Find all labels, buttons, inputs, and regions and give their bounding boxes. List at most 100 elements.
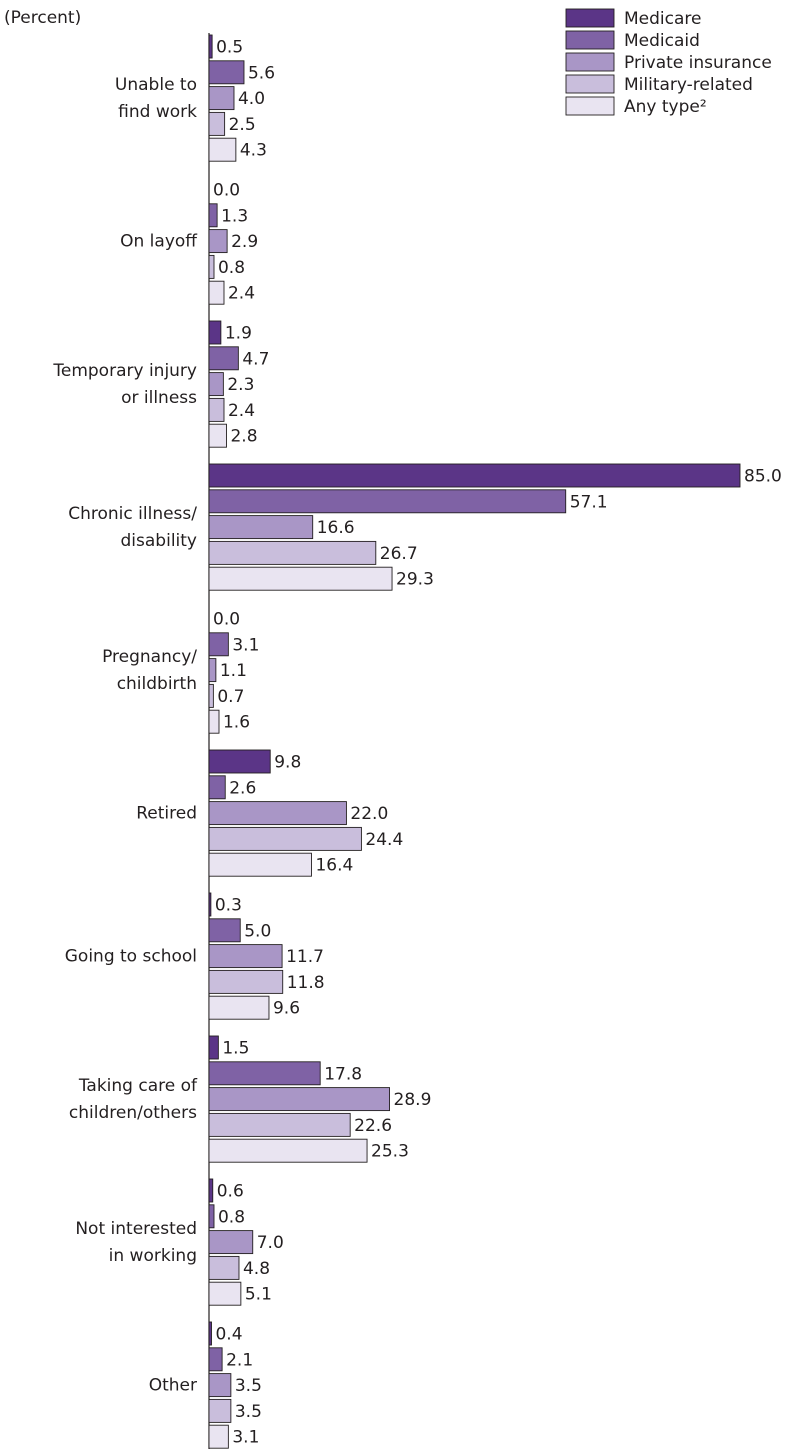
category-label: Temporary injury	[52, 361, 197, 381]
value-label: 2.6	[229, 778, 256, 798]
bar	[208, 1281, 242, 1306]
bar	[208, 397, 225, 422]
bar	[208, 1230, 254, 1255]
value-label: 25.3	[371, 1142, 409, 1162]
bar	[208, 892, 212, 917]
bar	[208, 969, 284, 994]
value-label: 0.8	[218, 258, 245, 278]
bar	[208, 749, 271, 774]
bar	[208, 320, 222, 345]
bar	[208, 86, 235, 111]
category-label: Not interested	[75, 1219, 197, 1239]
value-label: 28.9	[394, 1090, 432, 1110]
value-label: 16.6	[317, 518, 355, 538]
value-label: 2.1	[226, 1350, 253, 1370]
value-label: 0.7	[217, 687, 244, 707]
value-label: 0.8	[218, 1207, 245, 1227]
value-label: 1.6	[223, 713, 250, 733]
value-label: 11.7	[286, 947, 324, 967]
category-label: Taking care of	[78, 1076, 198, 1096]
bar	[208, 632, 229, 657]
value-label: 11.8	[287, 973, 325, 993]
value-label: 1.1	[220, 661, 247, 681]
unit-label: (Percent)	[4, 8, 81, 28]
value-label: 4.8	[243, 1259, 270, 1279]
bar	[208, 1178, 214, 1203]
value-label: 4.7	[242, 349, 269, 369]
bar	[208, 1061, 321, 1086]
bar	[208, 1138, 368, 1163]
value-label: 3.1	[232, 1428, 259, 1448]
category-label: Pregnancy/	[102, 647, 197, 667]
value-label: 16.4	[315, 856, 353, 876]
bar	[208, 60, 245, 85]
value-label: 4.0	[238, 89, 265, 109]
legend-swatch	[565, 52, 615, 72]
value-label: 2.9	[231, 232, 258, 252]
value-label: 2.4	[228, 284, 255, 304]
value-label: 5.1	[245, 1285, 272, 1305]
value-label: 29.3	[396, 570, 434, 590]
value-label: 2.4	[228, 401, 255, 421]
category-label: disability	[121, 531, 197, 551]
value-label: 22.0	[350, 804, 388, 824]
value-label: 0.0	[213, 610, 240, 630]
bar	[208, 775, 226, 800]
bar	[208, 137, 237, 162]
bar	[208, 658, 217, 683]
category-label: find work	[118, 102, 197, 122]
value-label: 9.6	[273, 999, 300, 1019]
bar	[208, 944, 283, 969]
value-label: 5.6	[248, 63, 275, 83]
value-label: 22.6	[354, 1116, 392, 1136]
value-label: 7.0	[257, 1233, 284, 1253]
legend-label: Any type²	[624, 97, 707, 117]
bar	[208, 463, 741, 488]
value-label: 1.9	[225, 324, 252, 344]
value-label: 3.1	[232, 635, 259, 655]
bar	[208, 801, 347, 826]
category-label: Chronic illness/	[68, 504, 197, 524]
legend-label: Medicare	[624, 9, 701, 29]
legend-label: Medicaid	[624, 31, 700, 51]
value-label: 0.3	[215, 896, 242, 916]
bar	[208, 852, 312, 877]
category-label: Going to school	[65, 947, 197, 967]
value-label: 0.6	[217, 1182, 244, 1202]
bar	[208, 254, 215, 279]
bar	[208, 1398, 232, 1423]
value-label: 24.4	[365, 830, 403, 850]
bar	[208, 515, 314, 540]
category-label: Unable to	[115, 75, 197, 95]
bar	[208, 826, 362, 851]
bar	[208, 1321, 212, 1346]
category-label: or illness	[121, 388, 197, 408]
bar	[208, 346, 239, 371]
bar	[208, 1112, 351, 1137]
bar	[208, 1255, 240, 1280]
category-label: Other	[149, 1376, 197, 1396]
value-label: 0.5	[216, 38, 243, 58]
bar	[208, 709, 220, 734]
legend-label: Military-related	[624, 75, 753, 95]
bar	[208, 1087, 390, 1112]
bar	[208, 229, 228, 254]
bar	[208, 1035, 219, 1060]
value-label: 3.5	[235, 1402, 262, 1422]
value-label: 5.0	[244, 921, 271, 941]
value-label: 2.3	[227, 375, 254, 395]
bar	[208, 372, 224, 397]
bar	[208, 540, 377, 565]
value-label: 57.1	[570, 492, 608, 512]
value-label: 26.7	[380, 544, 418, 564]
value-label: 2.8	[230, 427, 257, 447]
bar	[208, 34, 213, 59]
legend-swatch	[565, 96, 615, 116]
category-label: On layoff	[120, 232, 198, 252]
category-label: in working	[109, 1246, 197, 1266]
legend-swatch	[565, 74, 615, 94]
bar	[208, 423, 227, 448]
bar	[208, 280, 225, 305]
legend-label: Private insurance	[624, 53, 772, 73]
